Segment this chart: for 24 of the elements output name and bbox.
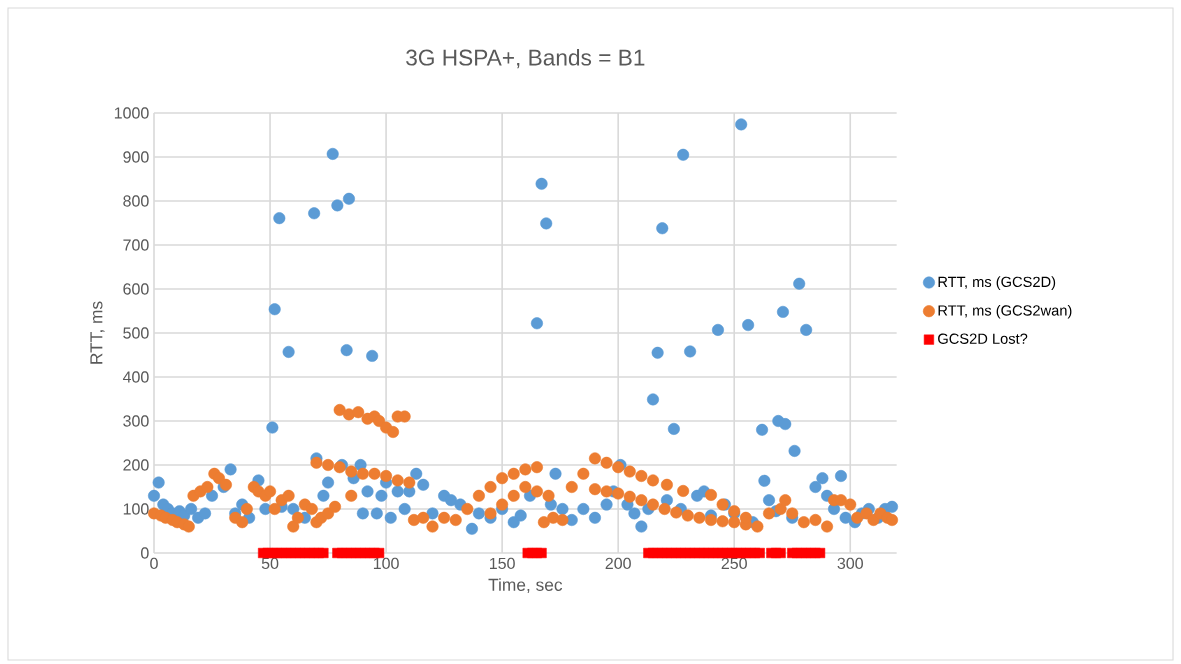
y-tick-label: 900 — [123, 151, 149, 163]
y-axis-title: RTT, ms — [90, 301, 105, 364]
x-tick-label: 300 — [837, 557, 863, 570]
y-tick-label: 600 — [123, 283, 149, 295]
x-tick-label: 250 — [721, 557, 747, 570]
y-tick-label: 800 — [123, 195, 149, 207]
x-tick-label: 50 — [261, 557, 279, 570]
y-tick-label: 300 — [123, 415, 149, 427]
legend-label: RTT, ms (GCS2D) — [938, 276, 1056, 290]
y-tick-label: 400 — [122, 371, 149, 383]
y-tick-label: 500 — [123, 327, 149, 339]
y-tick-label: 100 — [123, 503, 149, 515]
y-tick-label: 0 — [141, 547, 149, 559]
x-tick-label: 150 — [489, 557, 515, 570]
legend-label: GCS2D Lost? — [938, 333, 1028, 344]
x-axis-title: Time, sec — [488, 578, 563, 593]
chart-title: 3G HSPA+, Bands = B1 — [406, 48, 645, 69]
y-tick-label: 1000 — [114, 107, 149, 119]
x-tick-label: 100 — [373, 557, 399, 570]
x-tick-label: 200 — [605, 557, 631, 570]
y-tick-label: 200 — [123, 459, 149, 471]
y-tick-label: 700 — [123, 239, 149, 251]
legend-label: RTT, ms (GCS2wan) — [938, 304, 1072, 319]
x-tick-label: 0 — [150, 557, 158, 570]
